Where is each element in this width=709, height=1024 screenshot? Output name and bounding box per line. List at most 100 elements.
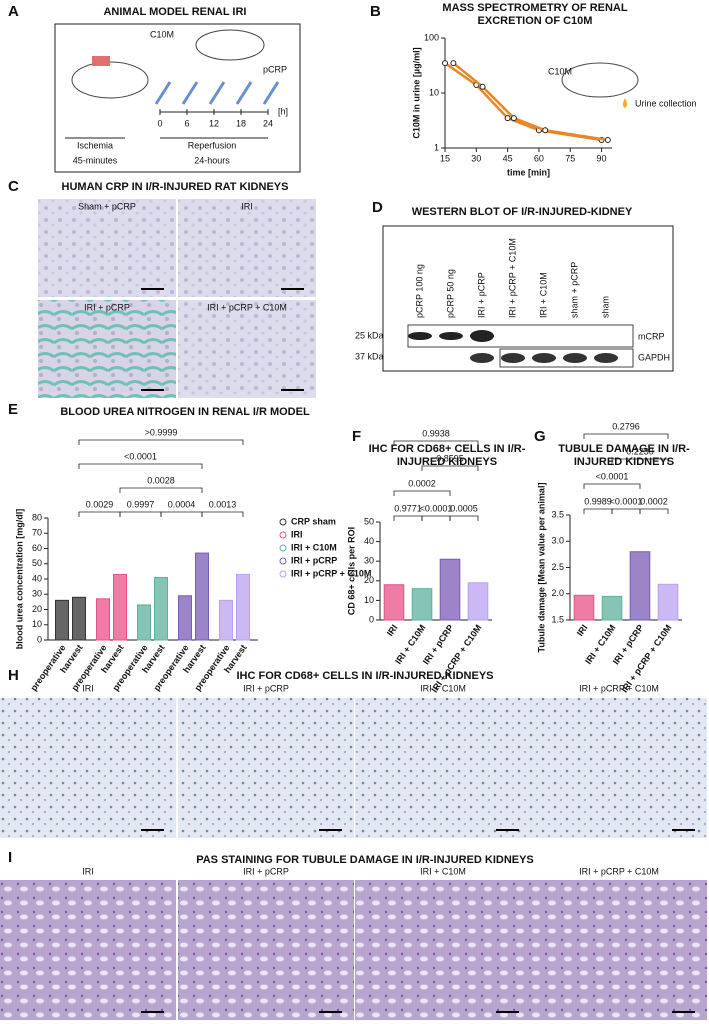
bar (154, 576, 168, 641)
p-value: 0.8595 (436, 453, 464, 463)
bar (601, 595, 623, 621)
micrograph (178, 880, 354, 1020)
bar (236, 573, 250, 641)
timeline-label: 0 (157, 118, 162, 128)
image-label: IRI (82, 866, 94, 876)
lane-label: IRI + pCRP (476, 272, 486, 318)
panel-title: HUMAN CRP IN I/R-INJURED RAT KIDNEYS (62, 181, 289, 193)
lane-label: IRI + pCRP + C10M (507, 238, 517, 318)
image-label: IRI + pCRP + C10M (579, 866, 659, 876)
rat-icon (71, 61, 149, 99)
inset-label: C10M (548, 66, 572, 76)
y-tick-label: 10 (32, 619, 42, 629)
band-label: GAPDH (638, 352, 670, 362)
x-tick-label: 30 (471, 153, 481, 163)
bar (113, 573, 127, 641)
image-label: IRI + pCRP (243, 683, 289, 693)
syringe-icon (262, 81, 280, 105)
p-value: <0.0001 (124, 451, 157, 461)
p-value: 0.0002 (640, 496, 668, 506)
significance-bracket (611, 458, 669, 464)
y-tick-label: 20 (32, 604, 42, 614)
y-tick-label: 0 (37, 634, 42, 644)
x-tick-label: IRI (575, 623, 590, 638)
x-tick-label: 90 (597, 153, 607, 163)
panel-frame (382, 225, 674, 372)
syringe-icon (154, 81, 172, 105)
y-tick-label: 3.0 (551, 536, 564, 546)
micrograph (0, 698, 176, 838)
significance-bracket (421, 465, 479, 471)
bar (137, 604, 151, 641)
significance-bracket (393, 490, 451, 496)
legend-label: IRI + pCRP + C10M (291, 568, 371, 578)
panel-title: PAS STAINING FOR TUBULE DAMAGE IN I/R-IN… (196, 854, 534, 866)
chart-title: IHC FOR CD68+ CELLS IN I/R-INJURED KIDNE… (368, 443, 526, 468)
panel-letter: D (372, 199, 383, 216)
significance-bracket (583, 483, 641, 489)
p-value: 0.9938 (422, 428, 450, 438)
y-tick-label: 40 (32, 573, 42, 583)
image-label: IRI + pCRP (243, 866, 289, 876)
significance-bracket (201, 511, 244, 517)
panel-letter: A (8, 3, 19, 20)
p-value: 0.2230 (626, 446, 654, 456)
image-label: IRI + C10M (420, 683, 466, 693)
x-tick-label: 15 (440, 153, 450, 163)
p-value: 0.0013 (209, 499, 237, 509)
data-point (479, 83, 486, 90)
data-point (450, 60, 457, 67)
significance-bracket (119, 511, 162, 517)
bar (573, 594, 595, 621)
micrograph (531, 880, 707, 1020)
significance-bracket (639, 508, 669, 514)
mw-marker: 37 kDa (355, 351, 384, 361)
panel-letter: F (352, 428, 361, 445)
data-point (442, 60, 448, 67)
panel-title: IHC FOR CD68+ CELLS IN I/R-INJURED KIDNE… (236, 670, 493, 682)
phase-time: 24-hours (194, 155, 230, 165)
time-unit: [h] (278, 106, 288, 116)
y-tick-label: 30 (364, 556, 374, 566)
data-point (542, 127, 549, 134)
chart-title: BLOOD UREA NITROGEN IN RENAL I/R MODEL (60, 406, 310, 418)
panel-letter: B (370, 3, 381, 20)
micrograph (178, 698, 354, 838)
bar (467, 582, 489, 621)
y-tick-label: 3.5 (551, 509, 564, 519)
x-tick-label: 45 (503, 153, 513, 163)
significance-bracket (78, 511, 121, 517)
y-tick-label: 50 (32, 558, 42, 568)
y-tick-label: 40 (364, 536, 374, 546)
p-value: 0.0028 (147, 475, 175, 485)
bar (629, 551, 651, 621)
p-value: <0.0001 (596, 471, 629, 481)
data-point (604, 136, 611, 143)
lane-label: sham (600, 296, 610, 318)
band-label: mCRP (638, 331, 665, 341)
y-tick-label: 20 (364, 575, 374, 585)
y-tick-label: 60 (32, 543, 42, 553)
legend-label: CRP sham (291, 516, 336, 526)
bar (178, 595, 192, 641)
y-tick-label: 2.5 (551, 562, 564, 572)
phase-label: Reperfusion (188, 140, 237, 150)
significance-bracket (78, 463, 203, 469)
y-axis-label: Tubule damage [Mean value per animal] (536, 483, 546, 653)
legend-marker (279, 531, 287, 539)
p-value: <0.0001 (610, 496, 643, 506)
y-tick-label: 2.0 (551, 588, 564, 598)
significance-bracket (421, 515, 451, 521)
micrograph (0, 880, 176, 1020)
x-tick-label: 60 (534, 153, 544, 163)
panel-letter: H (8, 667, 19, 684)
y-tick-label: 30 (32, 589, 42, 599)
significance-bracket (393, 440, 479, 446)
image-label: Sham + pCRP (78, 201, 136, 211)
timeline-label: 18 (236, 118, 246, 128)
panel-letter: E (8, 401, 18, 418)
image-label: IRI + pCRP (84, 302, 130, 312)
lane-label: pCRP 100 ng (414, 264, 424, 318)
blot-band (439, 332, 463, 340)
legend-marker (279, 544, 287, 552)
